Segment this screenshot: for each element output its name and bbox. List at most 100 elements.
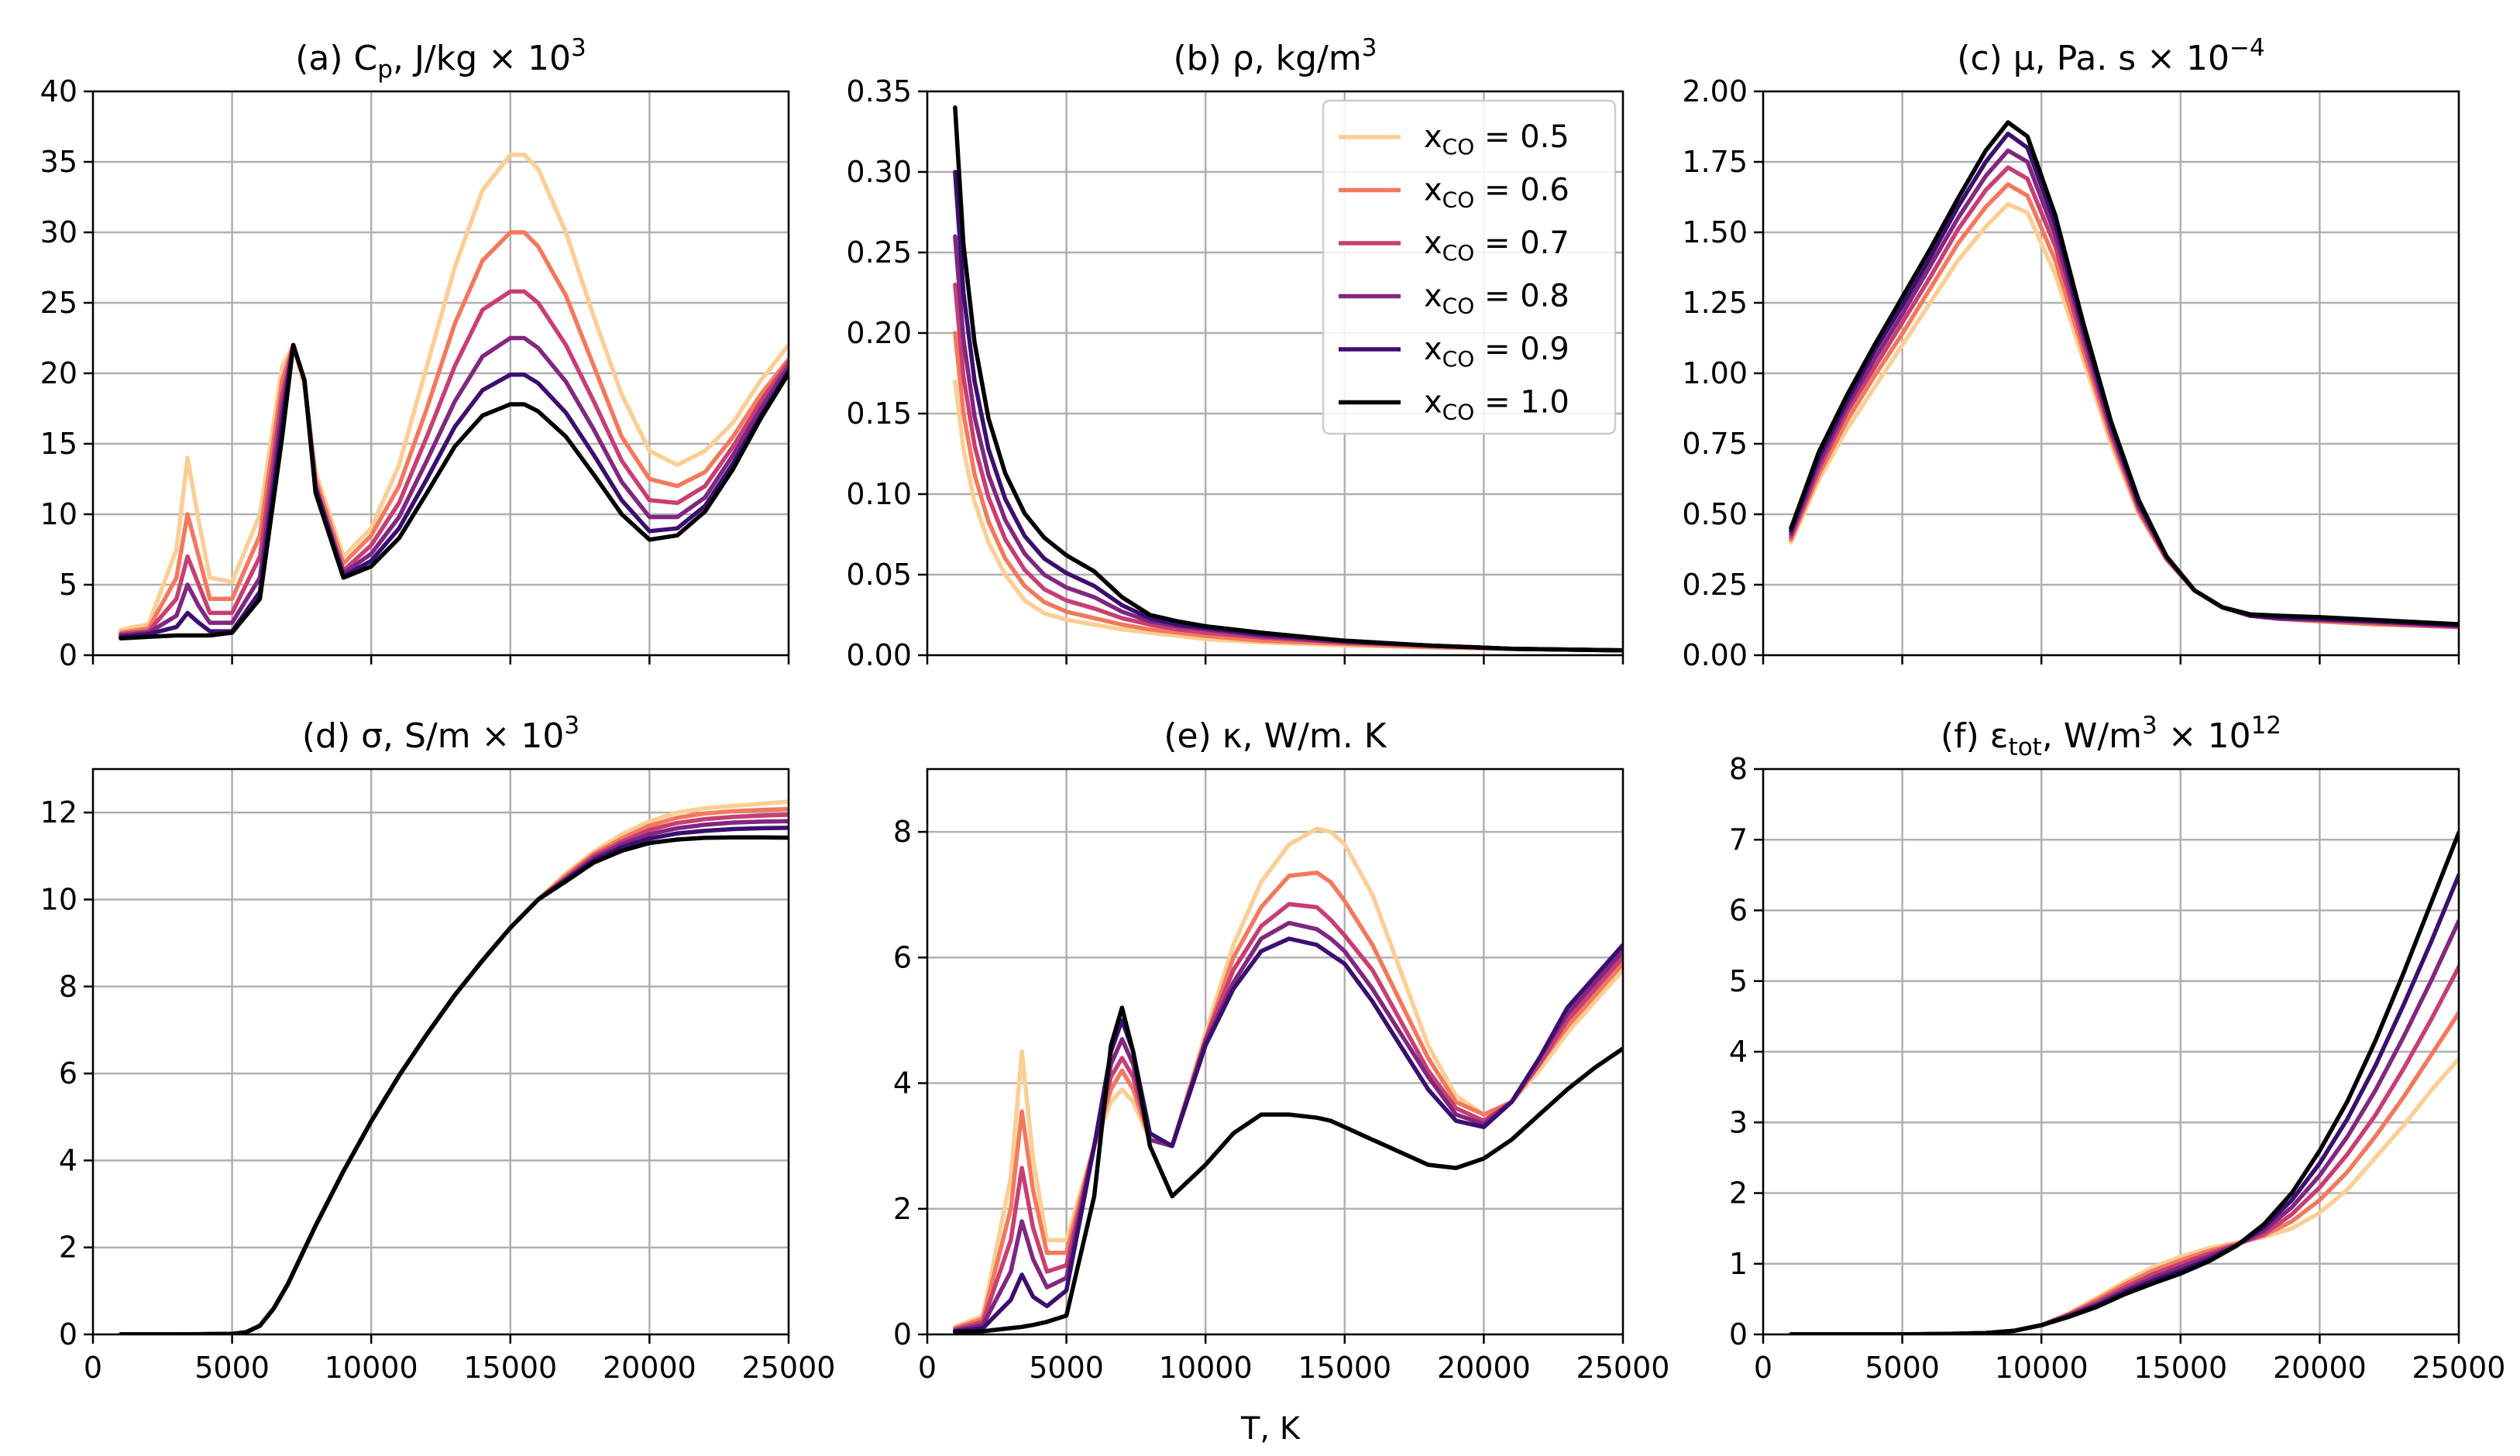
y-tick-label: 2 (1729, 1176, 1748, 1210)
x-tick-label: 15000 (1298, 1351, 1391, 1385)
y-tick-label: 0.25 (1682, 568, 1748, 602)
legend-var: x (1424, 331, 1442, 367)
y-tick-label: 12 (40, 795, 77, 829)
legend-sub: CO (1442, 187, 1475, 213)
y-tick-label: 1 (1729, 1247, 1748, 1281)
panel-title: (d) σ, S/m × 103 (302, 712, 579, 756)
y-tick-label: 4 (893, 1066, 912, 1101)
legend-value: = 0.6 (1474, 173, 1569, 208)
y-tick-label: 0.25 (846, 235, 912, 270)
x-tick-label: 0 (918, 1351, 937, 1385)
title-part: p (377, 56, 393, 84)
y-tick-label: 2.00 (1682, 74, 1748, 108)
title-part: 12 (2251, 712, 2281, 740)
y-tick-label: 2 (59, 1231, 77, 1265)
series-group (953, 105, 1623, 653)
legend-value: = 1.0 (1474, 385, 1569, 421)
y-tick-label: 0.75 (1682, 427, 1748, 461)
panel-d: 0 5000 10000 15000 20000 25000 0 2 4 6 8 10 12 (d) σ,… (40, 712, 836, 1385)
series-line-6 (119, 342, 789, 640)
panel-title: (f) εtot, W/m3 × 1012 (1941, 712, 2281, 761)
y-tick-label: 0 (59, 1317, 77, 1351)
title-part: −4 (2229, 34, 2265, 62)
title-part: 3 (1362, 34, 1377, 62)
series-line-4 (119, 335, 789, 638)
x-tick-label: 20000 (1437, 1351, 1531, 1385)
y-tick-label: 5 (59, 568, 77, 602)
title-part: (e) κ, W/m. K (1164, 716, 1387, 756)
series-line-6 (953, 105, 1623, 653)
series-line-5 (953, 936, 1623, 1334)
legend-label-1: xCO = 0.5 (1424, 119, 1569, 160)
series-line-3 (119, 289, 789, 637)
y-tick-label: 0 (59, 638, 77, 672)
series-group (1789, 830, 2459, 1334)
x-tick-label: 25000 (1576, 1351, 1670, 1385)
title-part: (c) μ, Pa. s × 10 (1957, 39, 2229, 78)
legend-var: x (1424, 385, 1442, 421)
series-line-2 (953, 871, 1623, 1331)
legend-label-5: xCO = 0.9 (1424, 331, 1569, 372)
panel-title: (a) Cp, J/kg × 103 (295, 34, 586, 84)
legend-value: = 0.5 (1474, 119, 1569, 155)
y-tick-label: 15 (40, 427, 77, 461)
legend-value: = 0.8 (1474, 279, 1569, 314)
y-tick-label: 8 (893, 815, 912, 849)
legend-sub: CO (1442, 134, 1475, 160)
legend-value: = 0.9 (1474, 331, 1569, 367)
y-tick-label: 40 (40, 74, 77, 108)
y-tick-label: 8 (59, 970, 77, 1004)
title-part: (f) ε (1941, 716, 2009, 756)
legend-label-4: xCO = 0.8 (1424, 279, 1569, 319)
legend-sub: CO (1442, 346, 1475, 372)
panel-title: (c) μ, Pa. s × 10−4 (1957, 34, 2264, 78)
y-tick-label: 0.00 (1682, 638, 1748, 672)
y-tick-label: 0.50 (1682, 497, 1748, 531)
y-tick-label: 20 (40, 356, 77, 390)
x-tick-label: 0 (1754, 1351, 1772, 1385)
y-tick-label: 0.15 (846, 397, 912, 431)
y-tick-label: 25 (40, 286, 77, 320)
x-tick-label: 5000 (1865, 1351, 1940, 1385)
legend-var: x (1424, 119, 1442, 155)
y-tick-label: 10 (40, 497, 77, 531)
x-tick-label: 15000 (463, 1351, 557, 1385)
x-tick-label: 20000 (2273, 1351, 2367, 1385)
title-part: (a) C (295, 39, 377, 78)
y-tick-label: 2 (893, 1192, 912, 1226)
legend-var: x (1424, 225, 1442, 261)
title-part: (b) ρ, kg/m (1174, 39, 1362, 78)
y-tick-label: 30 (40, 215, 77, 249)
y-tick-label: 0.10 (846, 477, 912, 511)
y-tick-label: 1.75 (1682, 145, 1748, 179)
axes-frame (926, 767, 1624, 1336)
axes-frame (926, 90, 1624, 657)
x-tick-label: 5000 (1029, 1351, 1104, 1385)
x-tick-label: 20000 (603, 1351, 696, 1385)
y-tick-label: 1.25 (1682, 286, 1748, 320)
series-line-6 (953, 1005, 1623, 1334)
y-tick-label: 35 (40, 145, 77, 179)
y-tick-label: 10 (40, 882, 77, 916)
y-tick-label: 6 (59, 1056, 77, 1090)
x-tick-label: 15000 (2133, 1351, 2227, 1385)
x-axis-label: T, K (1240, 1411, 1301, 1447)
title-part: 3 (2142, 712, 2157, 740)
panel-a: 0 5 10 15 20 25 30 35 40 (a) Cp, J/kg × 103 (40, 34, 790, 672)
x-tick-label: 25000 (742, 1351, 836, 1385)
y-tick-label: 1.50 (1682, 215, 1748, 249)
title-part: , W/m (2042, 716, 2142, 756)
legend-value: = 0.7 (1474, 225, 1569, 261)
x-tick-label: 25000 (2412, 1351, 2506, 1385)
panel-b: 0.00 0.05 0.10 0.15 0.20 0.25 0.30 0.35 (b) ρ, k… (846, 34, 1624, 672)
panel-c: 0.00 0.25 0.50 0.75 1.00 1.25 1.50 1.75 2.00 (c) … (1682, 34, 2460, 672)
series-line-6 (1789, 120, 2459, 627)
series-group (119, 153, 789, 640)
legend-label-3: xCO = 0.7 (1424, 225, 1569, 266)
title-part: (d) σ, S/m × 10 (302, 716, 565, 756)
series-line-2 (119, 230, 789, 635)
series-line-1 (119, 153, 789, 632)
y-tick-label: 3 (1729, 1105, 1748, 1139)
